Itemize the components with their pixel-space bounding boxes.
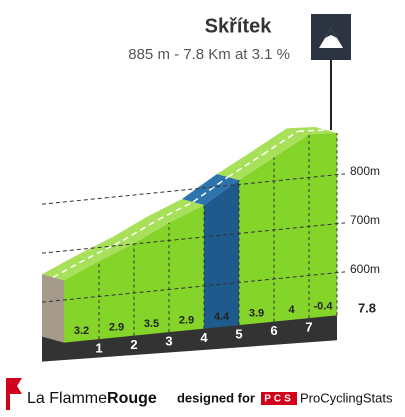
km-label: 7: [305, 320, 312, 335]
gradient-label: -0.4: [314, 301, 334, 313]
segment-top: [77, 237, 134, 262]
gradient-label: 3.2: [74, 325, 89, 337]
brand-bold: Rouge: [107, 390, 157, 407]
segment-face: [134, 222, 169, 336]
crest-line: [192, 176, 229, 203]
gradient-label: 2.9: [109, 321, 124, 333]
gradient-label: 4: [288, 304, 295, 316]
crest-line: [157, 201, 194, 221]
site-name: ProCyclingStats: [300, 390, 393, 405]
crest-line: [122, 219, 159, 242]
distance-label: 7.8: [358, 301, 376, 316]
y-tick-label: 700m: [350, 213, 380, 227]
crest-line: [52, 257, 89, 278]
grid-line: [41, 173, 346, 205]
pcs-logo: [261, 392, 297, 405]
chart-title: Skřítek: [205, 15, 273, 37]
gradient-label: 3.9: [249, 307, 264, 319]
flag-icon: [6, 378, 22, 410]
y-tick-label: 600m: [350, 262, 380, 276]
crest-line: [262, 130, 299, 155]
crest-line: [297, 129, 327, 133]
segment-top: [147, 199, 204, 223]
plot: 3.2 2.9 3.5 2.9 4.4 3.9 4 -0.4 1 2 3 4 5 6 7 7.8 600m 700…: [41, 127, 380, 362]
grid-line: [41, 222, 346, 254]
gradient-label: 2.9: [179, 314, 194, 326]
grid-line: [41, 271, 346, 303]
km-label: 2: [130, 337, 137, 352]
km-label: 4: [200, 330, 208, 345]
mountain-icon: [319, 28, 343, 48]
chart-subtitle: 885 m - 7.8 Km at 3.1 %: [128, 46, 290, 63]
km-label: 3: [165, 334, 172, 349]
designed-for: designed for: [177, 390, 255, 405]
segment-face: [204, 179, 239, 329]
y-tick-label: 800m: [350, 164, 380, 178]
brand-light: La Flamme: [27, 390, 107, 407]
segment-face: [239, 157, 274, 326]
km-label: 6: [270, 323, 277, 338]
segment-face: [274, 134, 309, 322]
gradient-label: 4.4: [214, 311, 230, 323]
km-label: 5: [235, 327, 242, 342]
segment-top: [42, 255, 99, 281]
km-label: 1: [95, 341, 102, 356]
base-strip: [42, 315, 337, 362]
side-face: [42, 274, 64, 343]
segment-face: [99, 243, 134, 340]
brand: La FlammeRouge: [27, 390, 157, 407]
crest-line: [87, 239, 124, 259]
crest-line: [227, 153, 264, 178]
segment-face: [64, 261, 99, 343]
gradient-label: 3.5: [144, 318, 159, 330]
segment-face: [169, 205, 204, 333]
mountain-snow: [325, 28, 337, 38]
pcs-text: PCS: [264, 394, 294, 405]
